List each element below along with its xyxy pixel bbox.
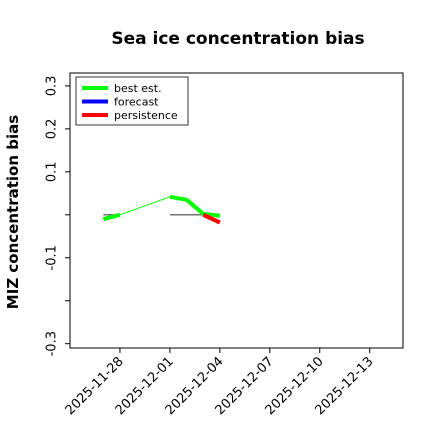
y-tick-label-6: -0.3 bbox=[45, 331, 60, 356]
series-0-segment-0 bbox=[102, 212, 121, 222]
series-lines bbox=[102, 194, 221, 225]
plot-frame bbox=[69, 72, 404, 349]
legend-label-1: forecast bbox=[114, 96, 159, 109]
series-2-segment-0 bbox=[202, 212, 221, 225]
y-axis-label: MIZ concentration bias bbox=[4, 115, 22, 309]
legend-label-0: best est. bbox=[114, 82, 162, 95]
series-0-segment-2 bbox=[169, 194, 221, 218]
x-axis: 2025-11-282025-12-012025-12-042025-12-07… bbox=[63, 348, 377, 418]
y-tick-label-4: -0.1 bbox=[45, 245, 60, 270]
y-axis: 0.3 0.2 0.1 -0.1 -0.3 bbox=[45, 76, 70, 356]
legend-label-2: persistence bbox=[114, 109, 178, 122]
y-tick-label-2: 0.1 bbox=[45, 161, 60, 182]
y-tick-label-0: 0.3 bbox=[45, 76, 60, 97]
series-0-segment-1 bbox=[119, 196, 171, 216]
y-tick-label-1: 0.2 bbox=[45, 119, 60, 140]
chart-title: Sea ice concentration bias bbox=[111, 29, 364, 49]
